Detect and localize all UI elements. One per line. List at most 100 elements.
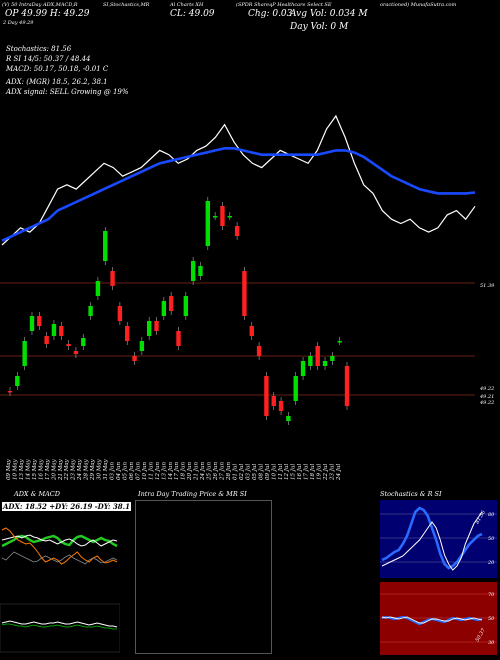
candle-body [315, 346, 320, 366]
candle-body [168, 296, 174, 311]
stoch-d-line [381, 511, 483, 571]
candle-body [249, 326, 254, 336]
candle-body [154, 321, 159, 331]
date-label: 05 Jul [252, 464, 258, 480]
stoch-level-label: 50 [488, 536, 495, 542]
candle-body [198, 266, 203, 276]
date-label: 26 Jun [213, 462, 219, 480]
adx-panel-title: ADX & MACD [14, 490, 60, 498]
date-label: 18 Jul [310, 464, 316, 480]
date-label: 23 Jul [330, 464, 336, 480]
moving-average-line [1, 147, 476, 242]
stochastics-readout: Stochastics: 81.56 [6, 45, 72, 53]
candle-body [37, 316, 42, 326]
day-mini-label: 2 Day 49.29 [3, 20, 34, 26]
candle-body [22, 341, 27, 366]
stoch-level-label: 80 [488, 512, 495, 518]
date-label: 28 Jun [226, 462, 232, 480]
date-label: 24 Jun [200, 462, 206, 480]
header-line1-c: Al Charts XH [170, 2, 204, 8]
candle-body [330, 356, 335, 361]
candle-body [337, 341, 342, 343]
candle-body [256, 346, 262, 356]
candle-body [205, 201, 211, 246]
candle-body [278, 401, 284, 411]
header-line1-d: (SPDR ShareqP Healthcare Select SE [236, 2, 332, 8]
candle-body [139, 341, 145, 351]
candle-body [88, 306, 93, 316]
date-label: 09 Jul [265, 464, 271, 480]
price-line [1, 114, 476, 246]
stochastics-chart: 80 50 20 81.56 [380, 506, 497, 571]
candle-body [73, 351, 79, 354]
stoch-k-line [381, 506, 483, 570]
date-axis: 09 May 10 May 13 May 14 May 15 May 16 May 17 M… [6, 458, 342, 480]
rsi-signal-line [381, 616, 483, 624]
date-label: 20 May [51, 458, 57, 480]
candle-body [125, 326, 130, 341]
candle-body [212, 216, 218, 218]
date-label: 27 Jun [220, 462, 226, 480]
date-label: 20 Jun [187, 462, 193, 480]
date-label: 06 Jun [129, 462, 135, 480]
date-label: 13 Jun [161, 462, 167, 480]
adx-macd-panel: ADX: 18.52 +DY: 26.19 -DY: 38.1 [0, 500, 131, 655]
intraday-panel-title: Intra Day Trading Price & MR SI [138, 490, 247, 498]
date-label: 15 Jul [291, 464, 297, 480]
candle-body [161, 301, 167, 316]
rsi-panel: 70 50 30 50.37 [380, 582, 497, 655]
intraday-panel [135, 500, 272, 654]
stochastics-panel: 80 50 20 81.56 [380, 500, 497, 578]
price-label: 49.22 [479, 400, 494, 406]
price-label: 51.39 [480, 283, 495, 289]
date-label: 03 Jul [245, 464, 251, 480]
date-label: 09 May [6, 458, 12, 480]
candle-body [183, 296, 189, 316]
date-label: 28 May [84, 458, 90, 480]
candle-body [220, 206, 225, 226]
candle-body [234, 226, 240, 236]
macd-readout: MACD: 50.17, 50.18, -0.01 C [6, 65, 109, 73]
date-label: 15 May [32, 458, 38, 480]
candle-body [227, 216, 232, 218]
date-label: 10 Jun [142, 462, 148, 480]
date-label: 11 Jul [278, 464, 284, 480]
adx-minus-di-line [1, 527, 118, 565]
date-label: 10 Jul [271, 464, 277, 480]
candle-body [95, 281, 101, 296]
date-label: 16 May [38, 458, 44, 480]
adx-aux-line [1, 551, 118, 565]
candle-body [190, 261, 196, 281]
candle-body [322, 361, 328, 366]
date-label: 19 Jul [317, 464, 323, 480]
candle-body [308, 356, 313, 366]
header-line1-b: SI,Stochastics,MR [103, 2, 150, 8]
candle-body [300, 361, 306, 376]
date-label: 04 Jun [116, 462, 122, 480]
date-label: 21 Jun [194, 462, 200, 480]
price-gridlines [0, 282, 475, 396]
price-label: 49.21 [479, 394, 494, 400]
date-label: 29 May [90, 458, 96, 480]
stoch-level-label: 20 [487, 560, 495, 566]
date-label: 23 May [71, 458, 77, 480]
adx-plus-di-line [1, 534, 118, 548]
day-volume-label: Day Vol: 0 M [290, 22, 349, 32]
rsi-level-label: 70 [488, 592, 495, 598]
date-label: 17 May [45, 458, 51, 480]
candle-body [117, 306, 123, 321]
date-label: 08 Jul [258, 464, 264, 480]
price-line-area [1, 114, 476, 246]
date-label: 02 Jul [239, 464, 245, 480]
date-label: 11 Jun [148, 462, 154, 480]
candle-body [271, 396, 276, 406]
candle-body [176, 331, 181, 346]
date-label: 22 May [64, 458, 70, 480]
date-label: 30 May [97, 458, 103, 480]
rsi-line [381, 615, 483, 626]
open-high-label: OP 49.99 H: 49.29 [5, 9, 90, 19]
close-label: CL: 49.09 [170, 9, 215, 19]
